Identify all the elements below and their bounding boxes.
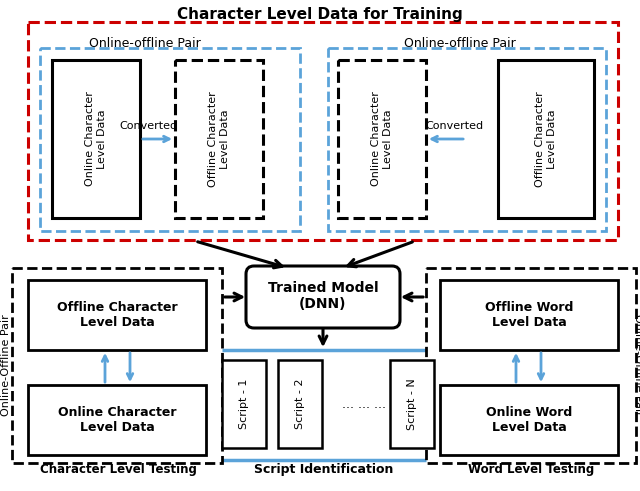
Text: Character Level Testing: Character Level Testing — [40, 464, 196, 476]
Text: Offline Character
Level Data: Offline Character Level Data — [57, 301, 177, 329]
Text: Script - 1: Script - 1 — [239, 379, 249, 429]
Bar — [440, 385, 618, 455]
Text: Online-offline Pair: Online-offline Pair — [89, 36, 201, 50]
Bar — [440, 280, 618, 350]
Text: (DNN): (DNN) — [300, 297, 347, 311]
Bar — [210, 350, 438, 460]
Text: Online-Offline Pair: Online-Offline Pair — [1, 314, 11, 416]
Text: Trained Model: Trained Model — [268, 281, 378, 295]
Bar — [426, 268, 636, 463]
Bar — [175, 60, 263, 218]
Text: Online Character
Level Data: Online Character Level Data — [371, 91, 393, 187]
Bar — [328, 48, 606, 231]
Bar — [40, 48, 300, 231]
Bar — [52, 60, 140, 218]
Text: Character Level Data for Training: Character Level Data for Training — [177, 6, 463, 22]
Text: Offline Character
Level Data: Offline Character Level Data — [208, 91, 230, 187]
Bar — [390, 360, 434, 448]
Bar — [222, 360, 266, 448]
Text: Online-Offline Pair: Online-Offline Pair — [633, 314, 640, 416]
Text: Online Character
Level Data: Online Character Level Data — [85, 91, 107, 187]
Bar — [28, 280, 206, 350]
Text: Word Level Testing: Word Level Testing — [468, 464, 594, 476]
Bar — [278, 360, 322, 448]
Text: Online Character
Level Data: Online Character Level Data — [58, 406, 176, 434]
Text: Script Identification: Script Identification — [254, 464, 394, 476]
Text: Script - 2: Script - 2 — [295, 379, 305, 429]
Text: Online-offline Pair: Online-offline Pair — [404, 36, 516, 50]
Text: Script - N: Script - N — [407, 378, 417, 430]
FancyBboxPatch shape — [246, 266, 400, 328]
Bar — [12, 268, 222, 463]
Bar — [338, 60, 426, 218]
Text: Online Word
Level Data: Online Word Level Data — [486, 406, 572, 434]
Text: ... ... ...: ... ... ... — [342, 398, 386, 410]
Text: Converted: Converted — [119, 121, 177, 131]
Bar — [28, 385, 206, 455]
Text: Offline Character
Level Data: Offline Character Level Data — [535, 91, 557, 187]
Text: Offline Word
Level Data: Offline Word Level Data — [485, 301, 573, 329]
Text: Converted: Converted — [425, 121, 483, 131]
Bar — [498, 60, 594, 218]
Bar — [28, 22, 618, 240]
